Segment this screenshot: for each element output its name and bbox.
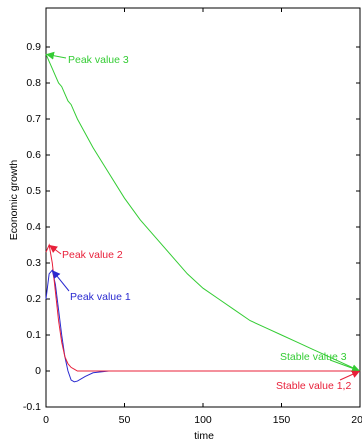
series-line bbox=[45, 243, 360, 372]
y-tick-label: 0.9 bbox=[26, 41, 41, 53]
x-axis-label: time bbox=[194, 430, 214, 442]
x-tick-label: 50 bbox=[119, 414, 131, 426]
x-tick-label: 0 bbox=[43, 414, 49, 426]
y-tick-label: 0.4 bbox=[26, 221, 41, 233]
annotation: Stable value 1,2 bbox=[276, 380, 351, 392]
y-tick-label: 0.7 bbox=[26, 113, 41, 125]
annotation: Stable value 3 bbox=[280, 351, 347, 363]
y-tick-label: 0 bbox=[35, 365, 41, 377]
y-tick-label: -0.1 bbox=[23, 401, 41, 413]
plot-frame bbox=[45, 7, 361, 408]
annotation-arrow bbox=[45, 51, 67, 60]
x-tick-label: 100 bbox=[194, 414, 212, 426]
series-line bbox=[45, 54, 361, 372]
y-axis-label: Economic growth bbox=[8, 160, 20, 241]
y-tick-label: 0.2 bbox=[26, 293, 41, 305]
annotation: Peak value 2 bbox=[62, 249, 123, 261]
x-tick-label: 200 bbox=[351, 414, 362, 426]
y-tick-label: 0.6 bbox=[26, 149, 41, 161]
annotation-arrow bbox=[339, 370, 361, 381]
y-tick-label: 0.5 bbox=[26, 185, 41, 197]
annotation-arrow bbox=[51, 269, 70, 292]
y-tick-label: 0.3 bbox=[26, 257, 41, 269]
annotation-arrow bbox=[329, 359, 361, 373]
series-line bbox=[45, 269, 360, 383]
y-tick-label: 0.1 bbox=[26, 329, 41, 341]
annotation: Peak value 1 bbox=[70, 291, 131, 303]
annotation-arrow bbox=[48, 244, 62, 255]
x-tick-label: 150 bbox=[273, 414, 291, 426]
y-tick-label: 0.8 bbox=[26, 77, 41, 89]
annotation: Peak value 3 bbox=[68, 54, 129, 66]
